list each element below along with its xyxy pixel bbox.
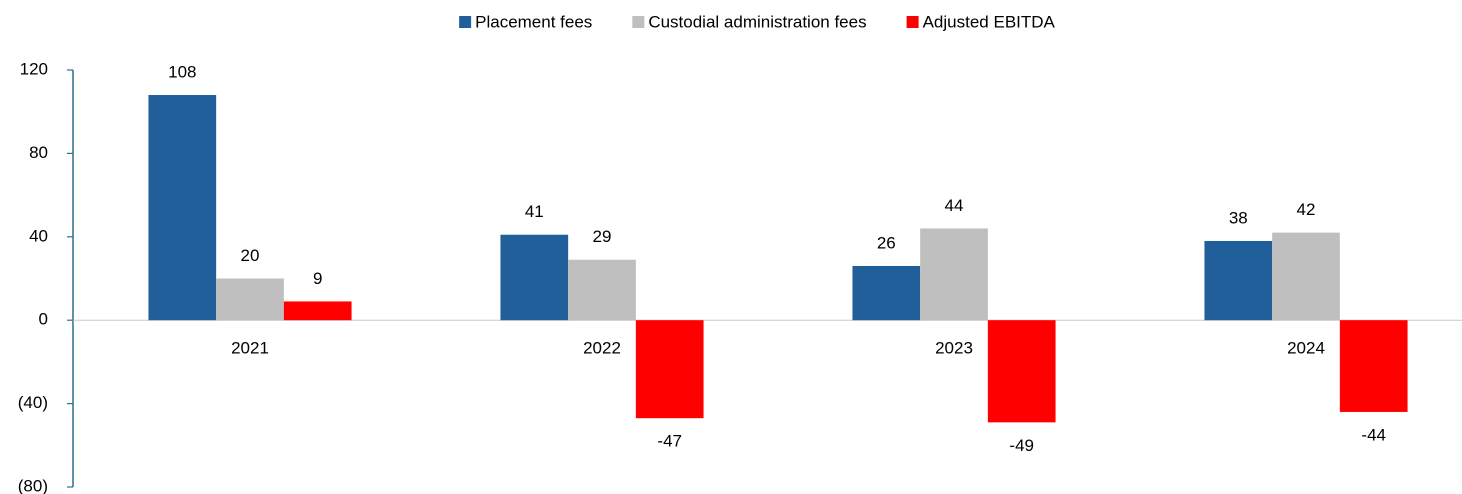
x-tick-label: 2022 [583,339,621,358]
bar [283,301,352,321]
bar [568,259,636,321]
data-label: 9 [313,269,322,288]
data-label: 26 [877,233,896,252]
bar [216,278,284,321]
data-label: -49 [1009,436,1034,455]
y-tick-label: 80 [29,143,48,162]
data-label: -47 [657,432,682,451]
y-tick-label: 0 [39,310,48,329]
y-tick-label: 40 [29,226,48,245]
bar [500,234,569,321]
legend-label: Placement fees [475,12,592,31]
data-label: 44 [945,196,964,215]
data-label: -44 [1361,425,1386,444]
y-tick-label: (80) [18,476,48,494]
legend-swatch [632,16,645,28]
y-tick-label: 120 [20,59,48,78]
bar [148,95,217,321]
bar [635,320,704,419]
data-label: 108 [168,63,196,82]
data-label: 42 [1297,200,1316,219]
bar [1339,320,1408,412]
y-tick-label: (40) [18,393,48,412]
legend-label: Custodial administration fees [648,12,866,31]
bar [852,265,921,321]
data-label: 20 [241,246,260,265]
x-tick-label: 2023 [935,339,973,358]
data-label: 38 [1229,208,1248,227]
x-tick-label: 2021 [231,339,269,358]
legend-swatch [459,16,472,28]
data-label: 29 [593,227,612,246]
bar [987,320,1056,423]
bar [1272,232,1340,321]
bar [1204,240,1273,321]
data-label: 41 [525,202,544,221]
bar [920,228,988,321]
legend-label: Adjusted EBITDA [923,12,1056,31]
legend-swatch [906,16,919,28]
x-tick-label: 2024 [1287,339,1325,358]
